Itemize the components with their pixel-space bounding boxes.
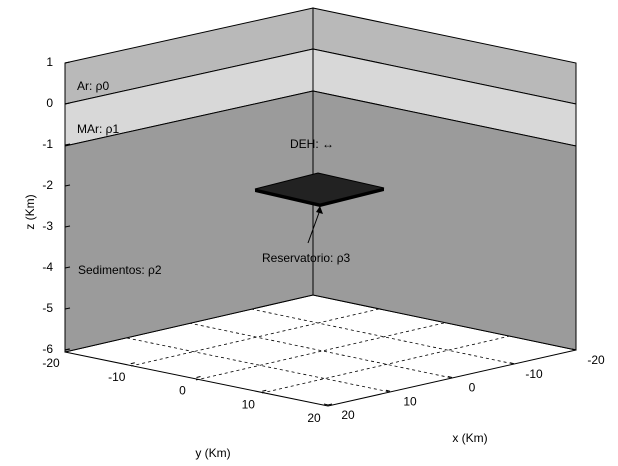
layer-label: MAr: ρ1	[77, 122, 119, 136]
z-tick-label: -6	[42, 342, 53, 356]
x-tick-label: 20	[341, 408, 355, 422]
x-axis-label: x (Km)	[452, 431, 487, 445]
z-tick-label: 1	[46, 55, 53, 69]
y-tick-label: 20	[307, 411, 321, 425]
z-tick-label: -2	[42, 178, 53, 192]
z-tick-label: -3	[42, 219, 53, 233]
x-tick-label: 10	[403, 394, 417, 408]
x-tick-label: -20	[587, 353, 605, 367]
annotation: DEH: ↔	[290, 137, 334, 151]
layer-label: Sedimentos: ρ2	[78, 263, 162, 277]
annotation: Reservatorio: ρ3	[262, 251, 351, 265]
y-tick-label: -10	[108, 370, 126, 384]
x-tick-label: 0	[469, 381, 476, 395]
z-tick-label: -5	[42, 301, 53, 315]
layer-label: Ar: ρ0	[77, 79, 109, 93]
x-tick-label: -10	[525, 367, 543, 381]
y-tick-label: 0	[179, 384, 186, 398]
z-axis-label: z (Km)	[23, 194, 37, 229]
y-axis-label: y (Km)	[195, 446, 230, 460]
z-tick-label: 0	[46, 96, 53, 110]
figure: Ar: ρ0 MAr: ρ1 Sedimentos: ρ2 DEH: ↔ Res…	[0, 0, 618, 466]
z-tick-label: -4	[42, 260, 53, 274]
z-tick-label: -1	[42, 137, 53, 151]
y-tick-label: 10	[242, 397, 256, 411]
y-tick-label: -20	[42, 356, 60, 370]
